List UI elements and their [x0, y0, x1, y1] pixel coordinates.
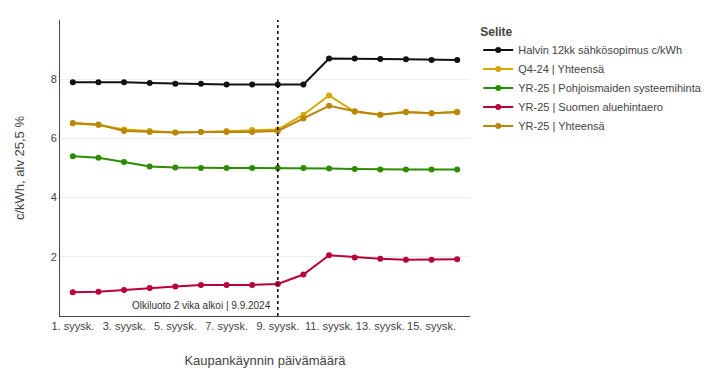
svg-text:9. syysk.: 9. syysk.: [256, 320, 299, 332]
svg-text:5. syysk.: 5. syysk.: [154, 320, 197, 332]
svg-text:c/kWh, alv 25,5 %: c/kWh, alv 25,5 %: [12, 116, 27, 220]
svg-text:8: 8: [51, 73, 57, 85]
svg-text:7. syysk.: 7. syysk.: [205, 320, 248, 332]
svg-text:4: 4: [51, 191, 57, 203]
svg-text:YR-25 | Yhteensä: YR-25 | Yhteensä: [518, 120, 605, 132]
svg-text:3. syysk.: 3. syysk.: [103, 320, 146, 332]
svg-text:Olkiluoto 2 vika alkoi | 9.9.2: Olkiluoto 2 vika alkoi | 9.9.2024: [132, 300, 271, 311]
svg-text:Selite: Selite: [480, 25, 512, 39]
svg-text:15. syysk.: 15. syysk.: [407, 320, 456, 332]
svg-text:11. syysk.: 11. syysk.: [305, 320, 353, 332]
svg-text:13. syysk.: 13. syysk.: [356, 320, 405, 332]
svg-text:YR-25 | Suomen aluehintaero: YR-25 | Suomen aluehintaero: [518, 101, 663, 113]
svg-text:Halvin 12kk sähkösopimus c/kWh: Halvin 12kk sähkösopimus c/kWh: [518, 44, 682, 56]
svg-text:1. syysk.: 1. syysk.: [51, 320, 94, 332]
svg-text:2: 2: [51, 251, 57, 263]
svg-text:Kaupankäynnin päivämäärä: Kaupankäynnin päivämäärä: [184, 353, 346, 368]
svg-text:Q4-24 | Yhteensä: Q4-24 | Yhteensä: [518, 63, 605, 75]
svg-text:6: 6: [51, 132, 57, 144]
svg-text:YR-25 | Pohjoismaiden systeemi: YR-25 | Pohjoismaiden systeemihinta: [518, 82, 701, 94]
